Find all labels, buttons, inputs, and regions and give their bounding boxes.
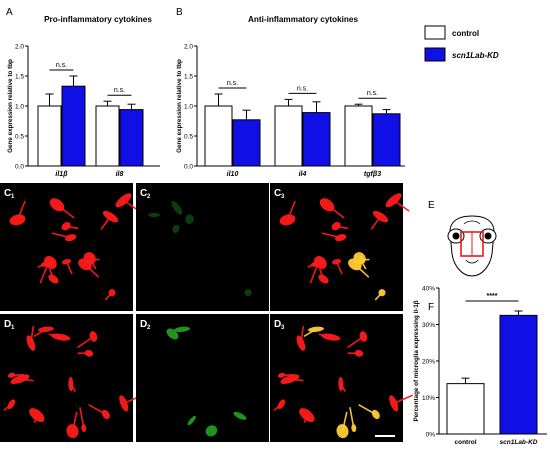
- legend-label-kd: scn1Lab-KD: [452, 51, 499, 60]
- y-tick-label: 2.0: [184, 43, 193, 50]
- y-tick-label: 40%: [422, 285, 435, 292]
- x-category-label: il10: [227, 171, 239, 178]
- micrograph-background: [136, 314, 269, 442]
- significance-label: n.s.: [114, 87, 125, 94]
- x-category-label: il1β: [55, 171, 68, 178]
- legend: control scn1Lab-KD: [425, 26, 499, 61]
- y-tick-label: 1.5: [15, 73, 24, 80]
- y-tick-label: 1.0: [15, 103, 24, 110]
- bar: [345, 106, 372, 166]
- significance-label: n.s.: [227, 80, 238, 87]
- bar: [96, 106, 119, 166]
- bar: [373, 114, 400, 166]
- x-category-label: scn1Lab-KD: [500, 439, 538, 446]
- x-category-label: il8: [116, 171, 124, 178]
- cell-process: [282, 375, 294, 376]
- x-category-label: tgfβ3: [364, 171, 381, 178]
- y-tick-label: 0.5: [15, 133, 24, 140]
- y-tick-label: 1.0: [184, 103, 193, 110]
- panel-letter-b: B: [176, 7, 183, 18]
- bar: [275, 106, 302, 166]
- bar: [62, 86, 85, 166]
- bar: [233, 120, 260, 166]
- bar: [205, 106, 232, 166]
- panel-letter-a: A: [6, 7, 13, 18]
- y-tick-label: 10%: [422, 395, 435, 402]
- legend-label-control: control: [452, 29, 479, 38]
- significance-label: n.s.: [297, 85, 308, 92]
- y-tick-label: 0%: [426, 431, 436, 438]
- bar: [120, 110, 143, 166]
- y-tick-label: 2.0: [15, 43, 24, 50]
- legend-swatch-kd: [425, 48, 445, 61]
- bar: [447, 384, 484, 434]
- chart-title: Anti-inflammatory cytokines: [248, 15, 359, 24]
- y-axis-label: Gene expression relative to tbp: [176, 59, 183, 153]
- bar: [303, 113, 330, 166]
- bar: [500, 315, 537, 434]
- right-pupil-icon: [485, 233, 492, 240]
- y-tick-label: 0.0: [15, 163, 24, 170]
- chart-pro-inflammatory: Pro-inflammatory cytokines 0.0 0.5 1.0 1.5 2.…: [7, 15, 160, 178]
- chart-anti-inflammatory: Anti-inflammatory cytokines 0.0 0.5 1.0 1.5 2…: [176, 15, 405, 178]
- panel-letter-e: E: [428, 200, 435, 211]
- y-tick-label: 0.5: [184, 133, 193, 140]
- larva-head-diagram: [448, 216, 496, 276]
- left-pupil-icon: [453, 233, 460, 240]
- y-tick-label: 20%: [422, 358, 435, 365]
- bar: [38, 106, 61, 166]
- y-axis-label: Percentage of microglia expressing il-1β: [413, 300, 420, 421]
- cell-process: [12, 375, 24, 376]
- legend-swatch-control: [425, 26, 445, 39]
- y-tick-label: 0.0: [184, 163, 193, 170]
- significance-label: n.s.: [367, 90, 378, 97]
- significance-label: n.s.: [56, 62, 67, 69]
- x-category-label: control: [454, 439, 476, 446]
- y-tick-label: 1.5: [184, 73, 193, 80]
- panel-letter-f: F: [428, 302, 434, 313]
- significance-label: ****: [487, 293, 498, 300]
- y-tick-label: 30%: [422, 322, 435, 329]
- y-axis-label: Gene expression relative to tbp: [7, 59, 14, 153]
- chart-title: Pro-inflammatory cytokines: [44, 15, 152, 24]
- x-category-label: il4: [299, 171, 307, 178]
